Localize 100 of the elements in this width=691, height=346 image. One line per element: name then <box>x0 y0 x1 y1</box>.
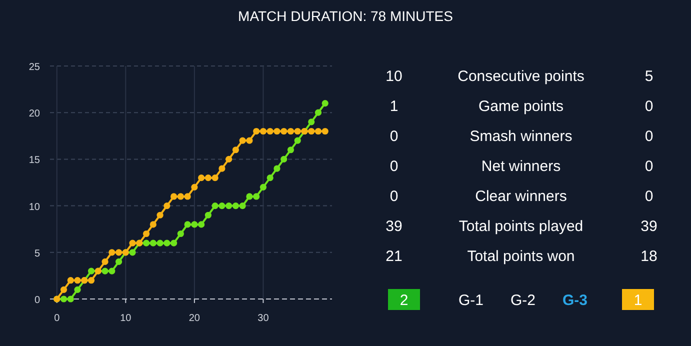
data-label: 1 <box>390 98 398 115</box>
point <box>218 202 226 210</box>
point <box>253 128 260 135</box>
point <box>164 202 170 210</box>
text: G-3 <box>562 292 588 309</box>
data-label: 0 <box>644 98 654 115</box>
data-label: 0 <box>644 128 654 145</box>
data-label: 0 <box>644 158 654 175</box>
point <box>280 128 288 135</box>
point <box>280 156 288 162</box>
point <box>102 268 108 274</box>
x-tick-label: 0 <box>54 313 60 324</box>
point <box>287 146 294 154</box>
point <box>177 193 184 200</box>
point <box>246 137 253 144</box>
point <box>212 202 218 210</box>
category-label: Clear winners <box>475 188 567 205</box>
point <box>67 277 74 284</box>
point <box>74 277 81 284</box>
point <box>218 165 226 172</box>
point <box>253 193 260 200</box>
point <box>60 286 68 293</box>
point <box>184 221 191 228</box>
point <box>164 240 170 246</box>
point <box>74 286 81 293</box>
point <box>226 156 232 162</box>
data-label: 0 <box>390 158 398 175</box>
point <box>198 174 205 182</box>
text: 2 <box>400 292 408 309</box>
data-label: 0 <box>390 128 398 145</box>
category-label: Consecutive points <box>458 68 584 85</box>
point <box>191 184 198 190</box>
point <box>294 128 301 135</box>
point <box>294 137 301 144</box>
chart-title: MATCH DURATION: 78 MINUTES <box>238 8 453 24</box>
point <box>226 202 232 210</box>
point <box>150 240 156 246</box>
point <box>287 128 294 135</box>
y-tick-label: 25 <box>28 62 40 73</box>
data-label: 5 <box>644 68 654 85</box>
point <box>246 193 253 200</box>
point <box>314 109 322 116</box>
data-label: 18 <box>640 248 658 265</box>
y-tick-label: 0 <box>34 295 40 306</box>
x-tick-label: 20 <box>188 313 200 324</box>
point <box>266 174 274 182</box>
category-label: Total points won <box>467 248 575 265</box>
point <box>232 202 240 210</box>
point <box>102 258 108 266</box>
data-label: 39 <box>640 218 658 235</box>
point <box>239 137 246 144</box>
category-label: Net winners <box>481 158 561 175</box>
point <box>191 221 198 228</box>
data-label: 10 <box>386 68 402 85</box>
point <box>198 221 205 228</box>
point <box>239 202 246 210</box>
point <box>142 230 150 238</box>
point <box>177 230 184 238</box>
point <box>322 100 328 107</box>
point <box>129 249 136 256</box>
point <box>115 249 122 256</box>
point <box>314 128 322 135</box>
point <box>88 277 95 284</box>
point <box>308 118 315 126</box>
point <box>274 165 280 172</box>
point <box>150 221 156 228</box>
y-tick-label: 10 <box>28 202 40 213</box>
text: G-2 <box>510 292 536 309</box>
y-tick-label: 15 <box>28 155 40 166</box>
data-label: 21 <box>386 248 402 265</box>
y-tick-label: 5 <box>34 248 40 260</box>
point <box>156 212 164 218</box>
point <box>266 128 274 135</box>
x-tick-label: 30 <box>258 313 270 324</box>
point <box>60 296 68 302</box>
point <box>67 296 74 302</box>
point <box>156 240 164 246</box>
data-label: 0 <box>390 188 398 205</box>
y-tick-label: 20 <box>28 108 40 120</box>
point <box>108 249 116 256</box>
point <box>170 193 178 200</box>
point <box>184 193 191 200</box>
point <box>129 240 136 246</box>
data-label: 0 <box>644 188 654 205</box>
category-label: Total points played <box>458 218 584 235</box>
category-label: Game points <box>478 98 564 115</box>
point <box>232 146 240 154</box>
point <box>212 174 218 182</box>
point <box>88 268 95 274</box>
point <box>115 258 122 266</box>
category-label: Smash winners <box>470 128 572 145</box>
point <box>108 268 116 274</box>
point <box>260 184 267 190</box>
point <box>204 212 212 218</box>
text: G-1 <box>458 292 484 309</box>
point <box>142 240 150 246</box>
data-label: 39 <box>386 218 402 235</box>
x-tick-label: 10 <box>120 313 132 324</box>
point <box>204 174 212 182</box>
point <box>170 240 178 246</box>
